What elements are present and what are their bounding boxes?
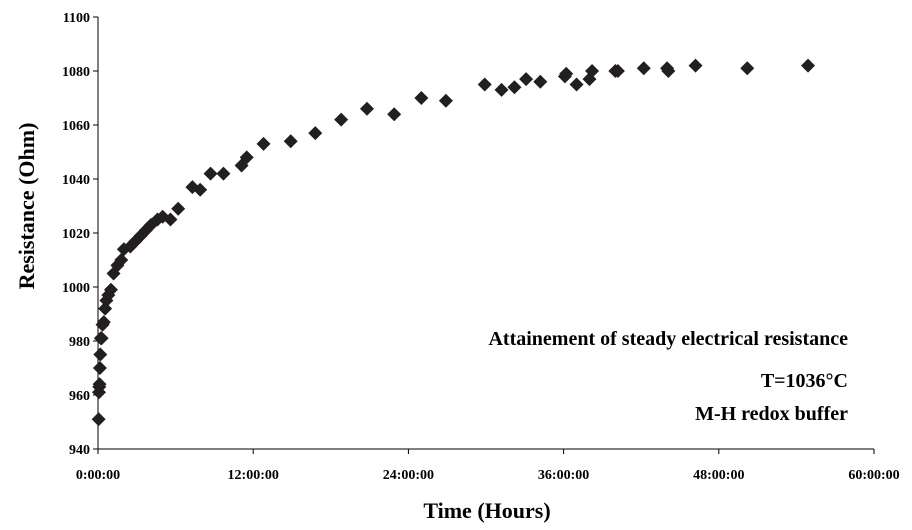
data-point [801,58,816,73]
data-point [636,61,651,76]
data-point [585,64,600,78]
data-point [93,347,108,362]
data-point [92,377,107,392]
data-point [163,212,178,227]
y-tick-label: 1100 [63,11,90,26]
x-tick-label: 0:00:00 [76,468,120,483]
data-point [387,107,402,122]
y-tick-label: 980 [69,335,90,350]
data-point [507,80,522,95]
x-tick-label: 24:00:00 [383,468,434,483]
data-point [283,134,298,149]
y-tick-label: 940 [69,443,90,458]
data-point [610,64,625,78]
data-point [114,253,129,267]
data-point [494,82,509,97]
annotation-redox-buffer: M-H redox buffer [695,403,848,425]
y-tick-label: 960 [69,389,90,404]
y-axis-title: Resistance (Ohm) [14,123,39,290]
x-axis-ticks: 0:00:00 12:00:00 24:00:00 36:00:00 48:00:00 6… [76,449,900,483]
data-point [171,201,186,216]
data-point [216,166,231,181]
x-tick-label: 12:00:00 [228,468,279,483]
data-point [360,101,375,116]
data-point [94,331,109,346]
data-point [103,282,118,297]
data-point [193,182,208,197]
data-point [334,112,349,127]
data-point [308,126,323,141]
data-point [256,136,271,151]
x-axis-title: Time (Hours) [423,498,550,523]
data-point [740,61,755,76]
data-point [203,166,218,181]
data-point [438,93,453,108]
y-tick-label: 1000 [62,281,90,296]
annotation-steady-resistance: Attainement of steady electrical resista… [488,328,848,350]
x-tick-label: 36:00:00 [538,468,589,483]
data-point [239,150,254,165]
data-point [414,91,429,105]
x-tick-label: 48:00:00 [693,468,744,483]
data-point [569,77,584,92]
data-point [533,74,548,89]
annotation-temperature: T=1036°C [761,370,848,392]
data-point [477,77,492,92]
y-tick-label: 1040 [62,173,90,188]
data-point [661,64,676,78]
y-tick-label: 1060 [62,119,90,134]
data-point [96,315,111,330]
y-tick-label: 1020 [62,227,90,242]
y-tick-label: 1080 [62,65,90,80]
data-point [559,66,574,81]
y-axis-ticks: 940 960 980 1000 1020 1040 1060 1080 1100 [62,11,98,458]
data-point [92,361,107,375]
x-tick-label: 60:00:00 [848,468,899,483]
data-point [519,72,534,87]
data-point [688,58,703,73]
data-point [91,412,106,427]
data-markers [91,58,816,427]
